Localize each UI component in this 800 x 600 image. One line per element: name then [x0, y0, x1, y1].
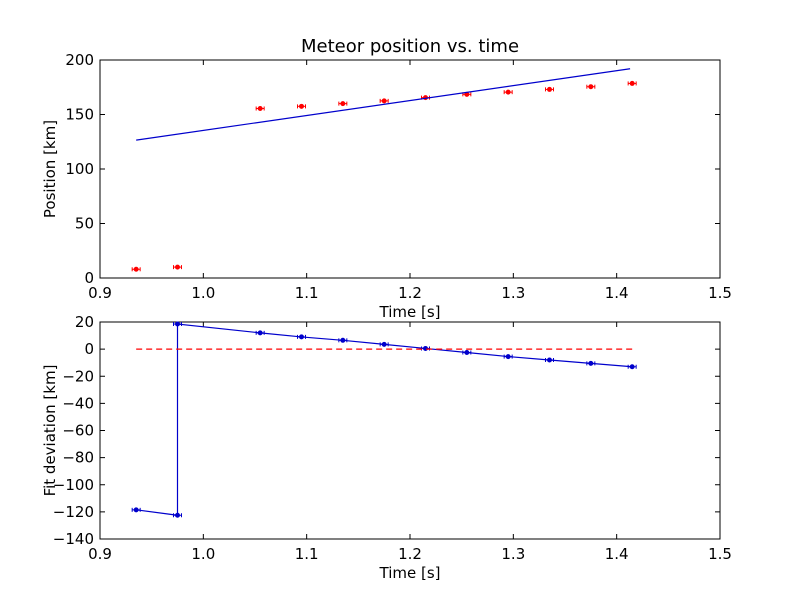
y-tick-label: 150: [65, 106, 94, 124]
y-tick-label: −100: [53, 476, 94, 494]
y-tick-label: −40: [62, 394, 94, 412]
x-tick-label: 1.0: [191, 545, 215, 563]
data-point: [175, 264, 180, 270]
x-axis-label: Time [s]: [379, 303, 441, 321]
x-tick-label: 1.4: [605, 545, 629, 563]
y-tick-label: 50: [75, 215, 94, 233]
y-tick-label: 200: [65, 51, 94, 69]
data-point: [257, 330, 263, 336]
y-axis-label: Fit deviation [km]: [41, 365, 59, 497]
data-point: [629, 364, 635, 370]
data-point: [547, 86, 552, 92]
data-point: [505, 89, 511, 95]
x-tick-label: 1.4: [605, 284, 629, 302]
data-point: [299, 334, 304, 340]
x-axis-label: Time [s]: [379, 564, 441, 582]
y-tick-label: −120: [53, 503, 94, 521]
x-tick-label: 1.5: [708, 545, 732, 563]
y-axis-label: Position [km]: [41, 120, 59, 218]
data-point: [547, 357, 552, 363]
x-tick-label: 1.2: [398, 545, 422, 563]
chart-title: Meteor position vs. time: [301, 36, 519, 57]
data-point: [175, 512, 180, 518]
x-tick-label: 1.5: [708, 284, 732, 302]
x-tick-label: 0.9: [88, 284, 112, 302]
data-point: [629, 80, 635, 86]
data-point: [464, 350, 470, 356]
y-tick-label: 20: [75, 313, 94, 331]
x-tick-label: 0.9: [88, 545, 112, 563]
data-point: [381, 98, 387, 104]
x-tick-label: 1.3: [501, 545, 525, 563]
x-tick-label: 1.2: [398, 284, 422, 302]
data-point: [340, 101, 346, 107]
data-point: [423, 345, 428, 351]
data-point: [588, 84, 594, 90]
x-tick-label: 1.3: [501, 284, 525, 302]
data-point: [381, 341, 387, 347]
data-point: [340, 337, 346, 343]
x-tick-label: 1.1: [295, 284, 319, 302]
data-point: [257, 106, 263, 112]
x-tick-label: 1.0: [191, 284, 215, 302]
series-line-1: [136, 68, 631, 141]
data-point: [133, 266, 139, 272]
data-point: [299, 103, 304, 109]
y-tick-label: 0: [84, 340, 94, 358]
y-tick-label: −80: [62, 449, 94, 467]
data-point: [175, 321, 180, 327]
y-tick-label: −20: [62, 367, 94, 385]
y-tick-label: −140: [53, 530, 94, 548]
data-point: [133, 507, 139, 513]
data-point: [505, 354, 511, 360]
y-tick-label: −60: [62, 422, 94, 440]
y-tick-label: 100: [65, 160, 94, 178]
y-tick-label: 0: [84, 269, 94, 287]
data-point: [588, 360, 594, 366]
x-tick-label: 1.1: [295, 545, 319, 563]
